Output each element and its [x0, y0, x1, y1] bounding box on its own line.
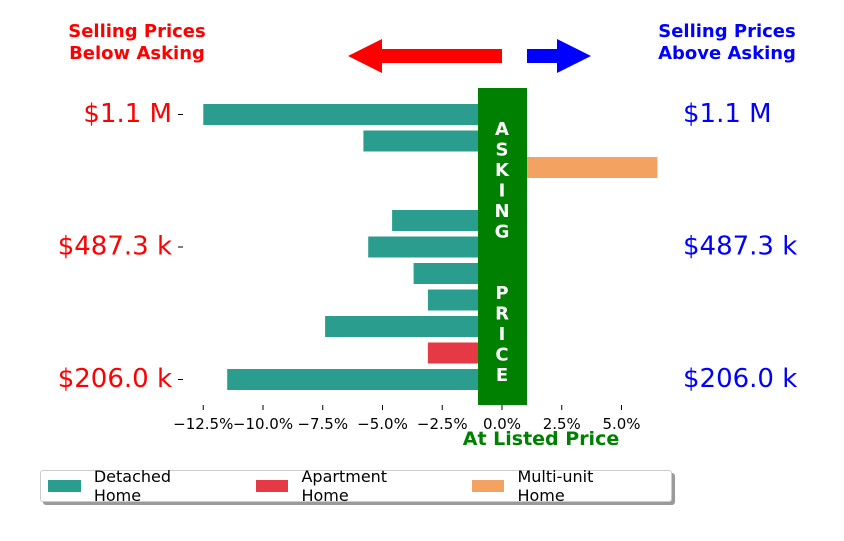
band-letter: E: [496, 365, 508, 386]
bar-row-1: [363, 130, 502, 152]
bars-layer: [203, 104, 658, 390]
x-tick-label: 2.5%: [543, 415, 581, 433]
right-tick-label: $206.0 k: [683, 364, 797, 394]
bar-row-5: [368, 236, 502, 258]
x-tick-label: −10.0%: [233, 415, 293, 433]
band-letter: I: [499, 324, 506, 345]
legend-item-apartment: Apartment Home: [255, 467, 439, 505]
legend-item-detached: Detached Home: [48, 467, 223, 505]
right-price-axis: $1.1 M $487.3 k $206.0 k: [683, 99, 797, 394]
legend-item-multiunit: Multi-unit Home: [471, 467, 645, 505]
band-letter: I: [499, 181, 506, 202]
bar-row-0: [203, 104, 503, 125]
band-letter: K: [495, 160, 510, 181]
x-tick-label: −2.5%: [417, 415, 468, 433]
right-tick-label: $1.1 M: [683, 99, 772, 129]
above-asking-line2: Above Asking: [658, 43, 796, 64]
x-tick-label: 0.0%: [483, 415, 521, 433]
band-letter: S: [496, 140, 509, 161]
legend-swatch-multiunit: [471, 480, 505, 492]
below-asking-line2: Below Asking: [69, 43, 205, 64]
x-tick-label: −7.5%: [297, 415, 348, 433]
right-tick-label: $487.3 k: [683, 232, 797, 262]
legend-label-apartment: Apartment Home: [301, 467, 388, 505]
bar-row-2: [502, 157, 658, 178]
left-arrow-icon: [348, 39, 502, 73]
legend-swatch-apartment: [255, 480, 289, 492]
legend: Detached Home Apartment Home Multi-unit …: [40, 467, 672, 505]
legend-label-multiunit: Multi-unit Home: [517, 467, 594, 505]
bar-row-10: [227, 369, 502, 390]
below-asking-header: Selling Prices Below Asking: [37, 21, 237, 65]
band-letter: P: [495, 283, 508, 304]
x-tick-label: −5.0%: [357, 415, 408, 433]
legend-label-detached: Detached Home: [93, 467, 172, 505]
x-axis-label: At Listed Price: [463, 428, 619, 450]
bar-row-4: [392, 210, 502, 231]
band-letter: C: [495, 345, 508, 366]
x-tick-label: 5.0%: [602, 415, 640, 433]
asking-price-band: [478, 88, 527, 405]
band-letter: N: [494, 201, 509, 222]
left-price-axis: $1.1 M $487.3 k $206.0 k: [58, 99, 183, 394]
x-tick-label: −12.5%: [173, 415, 233, 433]
left-tick-label: $1.1 M: [83, 99, 172, 129]
left-tick-label: $487.3 k: [58, 232, 172, 262]
x-axis: −12.5% −10.0% −7.5% −5.0% −2.5% 0.0% 2.5% 5.0%: [173, 405, 641, 433]
right-arrow-icon: [527, 39, 591, 73]
below-asking-line1: Selling Prices: [68, 21, 206, 42]
band-letter: G: [495, 222, 510, 243]
bar-row-8: [325, 316, 502, 337]
band-letter: A: [495, 119, 509, 140]
left-tick-label: $206.0 k: [58, 364, 172, 394]
above-asking-header: Selling Prices Above Asking: [627, 21, 827, 65]
legend-swatch-detached: [48, 480, 81, 492]
band-letter: R: [495, 304, 509, 325]
above-asking-line1: Selling Prices: [658, 21, 796, 42]
